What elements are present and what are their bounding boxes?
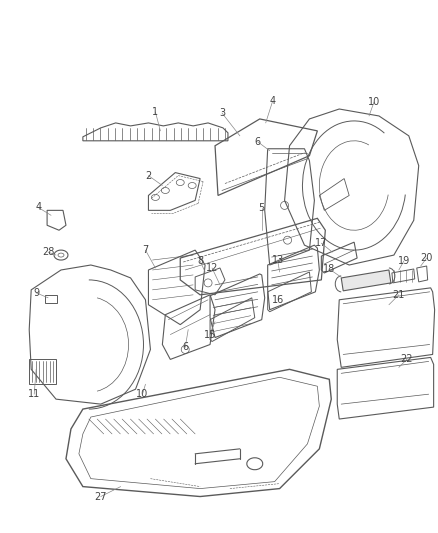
Text: 17: 17	[315, 238, 328, 248]
Text: 19: 19	[398, 256, 410, 266]
Text: 7: 7	[142, 245, 148, 255]
Text: 15: 15	[204, 329, 216, 340]
Text: 2: 2	[145, 171, 152, 181]
Text: 18: 18	[323, 264, 336, 274]
Text: 11: 11	[28, 389, 40, 399]
Text: 22: 22	[401, 354, 413, 365]
Text: 27: 27	[95, 491, 107, 502]
Text: 8: 8	[197, 256, 203, 266]
Text: 3: 3	[219, 108, 225, 118]
Text: 20: 20	[420, 253, 433, 263]
Text: 21: 21	[392, 290, 405, 300]
Text: 6: 6	[182, 343, 188, 352]
Text: 10: 10	[136, 389, 148, 399]
Polygon shape	[341, 270, 391, 291]
Text: 4: 4	[35, 203, 41, 212]
Text: 16: 16	[272, 295, 284, 305]
Text: 13: 13	[272, 255, 284, 265]
Bar	[45, 295, 57, 303]
Text: 28: 28	[42, 247, 54, 257]
Text: 1: 1	[152, 107, 159, 117]
Text: 4: 4	[270, 96, 276, 106]
Text: 5: 5	[258, 204, 265, 213]
Text: 10: 10	[368, 97, 380, 107]
Text: 6: 6	[254, 137, 261, 147]
Text: 12: 12	[206, 263, 218, 273]
Text: 9: 9	[33, 288, 39, 298]
